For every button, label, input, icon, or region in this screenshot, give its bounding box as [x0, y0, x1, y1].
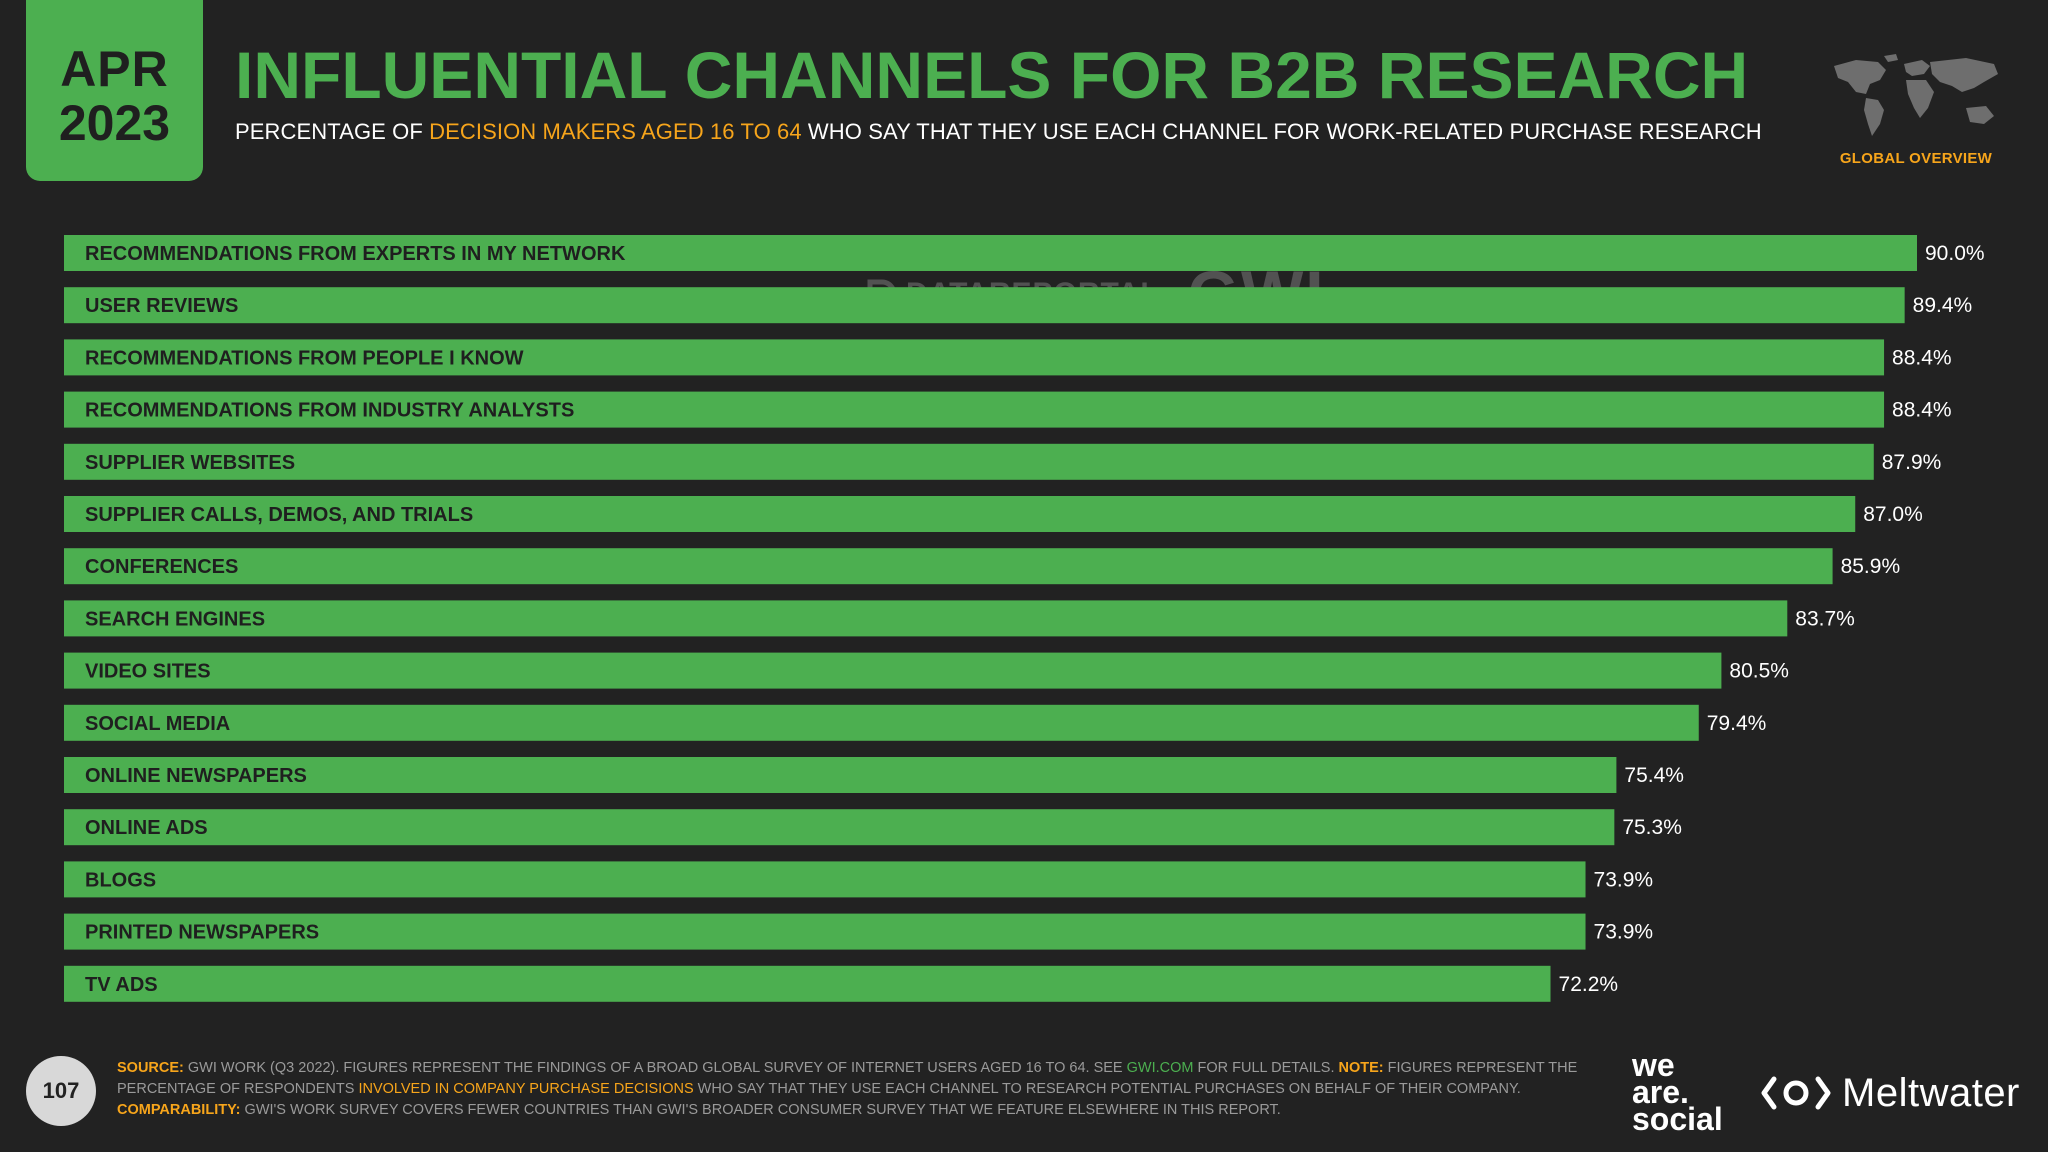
- value-label: 85.9%: [1841, 555, 1901, 578]
- page-subtitle: PERCENTAGE OF DECISION MAKERS AGED 16 TO…: [235, 119, 1762, 145]
- category-label: RECOMMENDATIONS FROM PEOPLE I KNOW: [85, 347, 524, 369]
- category-label: PRINTED NEWSPAPERS: [85, 922, 319, 944]
- bar: [64, 496, 1856, 532]
- note-text-1: FIGURES REPRESENT THE PERCENTAGE OF RESP…: [117, 1060, 1578, 1097]
- subtitle-post: WHO SAY THAT THEY USE EACH CHANNEL FOR W…: [801, 119, 1762, 144]
- world-map-icon: [1834, 54, 1998, 136]
- value-label: 75.3%: [1622, 816, 1682, 839]
- value-label: 73.9%: [1594, 921, 1654, 944]
- bar: [64, 548, 1833, 585]
- bar: [64, 913, 1586, 950]
- category-label: SEARCH ENGINES: [85, 608, 265, 630]
- category-label: USER REVIEWS: [85, 295, 238, 317]
- value-label: 87.0%: [1863, 503, 1923, 526]
- bar-row: ONLINE ADS 75.3%: [64, 809, 1682, 846]
- bar-row: SUPPLIER WEBSITES 87.9%: [64, 443, 1942, 480]
- was-line-3: social: [1632, 1101, 1723, 1137]
- bar: [64, 861, 1586, 898]
- category-label: ONLINE ADS: [85, 817, 208, 839]
- source-key: SOURCE:: [117, 1060, 184, 1076]
- value-label: 75.4%: [1624, 764, 1684, 787]
- bar-row: ONLINE NEWSPAPERS 75.4%: [64, 757, 1684, 793]
- note-highlight: INVOLVED IN COMPANY PURCHASE DECISIONS: [358, 1081, 694, 1097]
- note-text-2: WHO SAY THAT THEY USE EACH CHANNEL TO RE…: [693, 1081, 1521, 1097]
- category-label: RECOMMENDATIONS FROM INDUSTRY ANALYSTS: [85, 400, 574, 422]
- date-month: APR: [60, 40, 169, 97]
- comparability-text: GWI'S WORK SURVEY COVERS FEWER COUNTRIES…: [240, 1102, 1281, 1118]
- value-label: 89.4%: [1913, 294, 1973, 317]
- region-indicator: GLOBAL OVERVIEW: [1826, 52, 2006, 172]
- date-badge: APR 2023: [26, 0, 203, 181]
- bar-row: SOCIAL MEDIA 79.4%: [64, 704, 1767, 741]
- category-label: SUPPLIER CALLS, DEMOS, AND TRIALS: [85, 504, 473, 526]
- bar-row: CONFERENCES 85.9%: [64, 548, 1901, 585]
- value-label: 79.4%: [1707, 712, 1767, 735]
- bar: [64, 704, 1699, 741]
- value-label: 88.4%: [1892, 399, 1952, 422]
- bar-row: VIDEO SITES 80.5%: [64, 652, 1789, 689]
- category-label: VIDEO SITES: [85, 661, 211, 683]
- bar: [64, 339, 1885, 376]
- bar-row: SEARCH ENGINES 83.7%: [64, 600, 1855, 637]
- value-label: 80.5%: [1729, 660, 1789, 683]
- subtitle-highlight: DECISION MAKERS AGED 16 TO 64: [429, 119, 802, 144]
- category-label: RECOMMENDATIONS FROM EXPERTS IN MY NETWO…: [85, 243, 626, 265]
- page-number: 107: [26, 1056, 96, 1126]
- value-label: 72.2%: [1559, 973, 1619, 996]
- value-label: 90.0%: [1925, 242, 1985, 265]
- bar-row: PRINTED NEWSPAPERS 73.9%: [64, 913, 1654, 950]
- bar-row: SUPPLIER CALLS, DEMOS, AND TRIALS 87.0%: [64, 496, 1923, 532]
- category-label: SOCIAL MEDIA: [85, 713, 230, 735]
- bar-row: RECOMMENDATIONS FROM INDUSTRY ANALYSTS 88…: [64, 391, 1952, 428]
- bar: [64, 757, 1617, 793]
- bar: [64, 809, 1615, 846]
- bar: [64, 652, 1722, 689]
- meltwater-wordmark: Meltwater: [1842, 1070, 2020, 1115]
- category-label: CONFERENCES: [85, 556, 238, 578]
- source-text-2: FOR FULL DETAILS.: [1193, 1060, 1339, 1076]
- region-label: GLOBAL OVERVIEW: [1839, 150, 1993, 167]
- bar: [64, 443, 1874, 480]
- bar: [64, 391, 1885, 428]
- was-line-2: are.: [1632, 1074, 1689, 1110]
- value-label: 73.9%: [1594, 868, 1654, 891]
- we-are-social-logo: we are. social: [1632, 1047, 1742, 1137]
- bar: [64, 287, 1905, 324]
- was-line-1: we: [1632, 1047, 1675, 1083]
- bar-row: RECOMMENDATIONS FROM PEOPLE I KNOW 88.4%: [64, 339, 1952, 376]
- date-year: 2023: [58, 94, 171, 151]
- note-key: NOTE:: [1338, 1060, 1384, 1076]
- comparability-key: COMPARABILITY:: [117, 1102, 241, 1118]
- bar: [64, 235, 1917, 271]
- bar: [64, 600, 1788, 637]
- category-label: ONLINE NEWSPAPERS: [85, 765, 307, 787]
- meltwater-logo: Meltwater: [1760, 1070, 2020, 1116]
- source-link[interactable]: GWI.COM: [1126, 1060, 1194, 1076]
- bar: [64, 965, 1551, 1002]
- category-label: SUPPLIER WEBSITES: [85, 452, 295, 474]
- value-label: 88.4%: [1892, 346, 1952, 369]
- bar-row: USER REVIEWS 89.4%: [64, 287, 1973, 324]
- subtitle-pre: PERCENTAGE OF: [235, 119, 430, 144]
- footnote: SOURCE: GWI WORK (Q3 2022). FIGURES REPR…: [117, 1058, 1597, 1121]
- meltwater-mark-icon: [1761, 1076, 1831, 1110]
- category-label: BLOGS: [85, 869, 156, 891]
- bar-row: RECOMMENDATIONS FROM EXPERTS IN MY NETWO…: [64, 235, 1985, 271]
- bar-row: BLOGS 73.9%: [64, 861, 1654, 898]
- value-label: 87.9%: [1882, 451, 1942, 474]
- value-label: 83.7%: [1795, 607, 1855, 630]
- page-title: INFLUENTIAL CHANNELS FOR B2B RESEARCH: [235, 38, 1749, 112]
- bar-row: TV ADS 72.2%: [64, 965, 1619, 1002]
- category-label: TV ADS: [85, 974, 158, 996]
- source-text-1: GWI WORK (Q3 2022). FIGURES REPRESENT TH…: [183, 1060, 1127, 1076]
